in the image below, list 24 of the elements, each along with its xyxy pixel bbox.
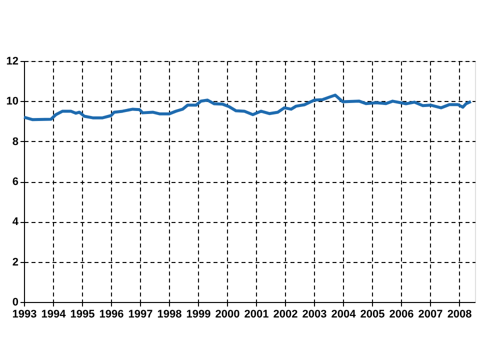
y-tick-label: 6 bbox=[12, 176, 18, 188]
x-tick-label: 2007 bbox=[418, 308, 443, 320]
y-tick-label: 8 bbox=[12, 136, 18, 148]
x-tick-label: 1993 bbox=[12, 308, 37, 320]
x-tick-label: 1995 bbox=[70, 308, 95, 320]
x-tick-label: 1997 bbox=[128, 308, 153, 320]
x-tick-label: 2006 bbox=[389, 308, 414, 320]
x-tick-label: 2005 bbox=[360, 308, 385, 320]
x-tick-label: 2004 bbox=[331, 308, 357, 320]
y-tick-label: 4 bbox=[12, 216, 20, 228]
x-tick-label: 2003 bbox=[302, 308, 327, 320]
y-tick-label: 2 bbox=[12, 256, 18, 268]
x-tick-label: 2000 bbox=[215, 308, 240, 320]
x-tick-label: 2002 bbox=[273, 308, 298, 320]
x-tick-label: 1996 bbox=[99, 308, 124, 320]
x-tick-label: 1999 bbox=[186, 308, 211, 320]
x-tick-label: 1998 bbox=[157, 308, 182, 320]
y-tick-label: 12 bbox=[6, 56, 18, 68]
y-tick-label: 10 bbox=[6, 96, 18, 108]
x-tick-label: 2001 bbox=[244, 308, 269, 320]
x-tick-label: 2008 bbox=[447, 308, 472, 320]
y-tick-label: 0 bbox=[12, 296, 18, 308]
line-series bbox=[22, 94, 472, 122]
x-tick-label: 1994 bbox=[41, 308, 67, 320]
